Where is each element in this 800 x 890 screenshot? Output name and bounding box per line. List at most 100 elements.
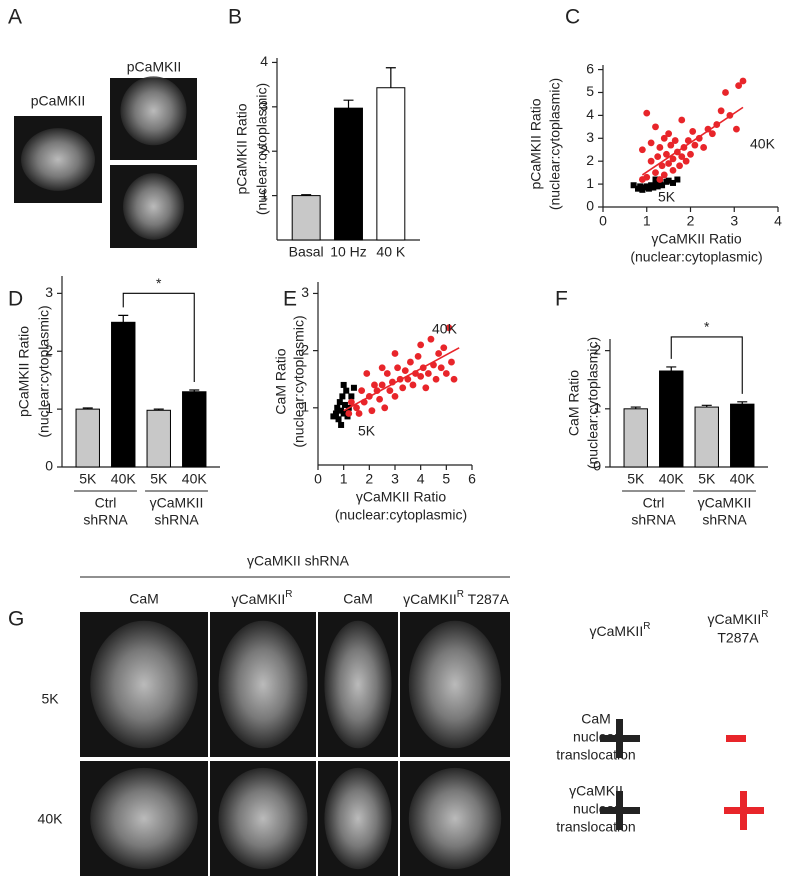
point bbox=[722, 89, 729, 96]
cell-body bbox=[324, 620, 392, 749]
x-tick-label: 2 bbox=[687, 213, 695, 229]
point bbox=[663, 150, 670, 158]
bar bbox=[659, 370, 684, 468]
summary-row: γCaMKII bbox=[569, 783, 623, 799]
y-axis-title: (nuclear:cytoplasmic) bbox=[254, 83, 270, 215]
point bbox=[637, 183, 644, 190]
point bbox=[350, 384, 357, 391]
point bbox=[417, 341, 425, 349]
bar bbox=[75, 408, 100, 468]
point bbox=[424, 370, 432, 377]
x-tick-label: 5 bbox=[442, 471, 450, 487]
group-label: γCaMKII bbox=[150, 495, 204, 511]
error-bar bbox=[301, 194, 312, 196]
y-axis-title: (nuclear:cytoplasmic) bbox=[547, 78, 563, 210]
header: γCaMKII shRNA bbox=[247, 553, 350, 569]
y-tick-label: 3 bbox=[260, 98, 268, 114]
x-tick-label: 3 bbox=[391, 471, 399, 487]
point bbox=[665, 160, 673, 167]
point bbox=[414, 352, 422, 360]
point bbox=[660, 171, 668, 179]
error-bar bbox=[385, 67, 396, 88]
point bbox=[665, 177, 672, 184]
point bbox=[334, 404, 341, 411]
bar bbox=[730, 403, 755, 468]
y-tick-label: 3 bbox=[45, 284, 53, 300]
significance-bracket bbox=[122, 292, 195, 383]
x-tick-label: 1 bbox=[340, 471, 348, 487]
group-label: Ctrl bbox=[643, 495, 665, 511]
point bbox=[638, 146, 646, 154]
point bbox=[674, 176, 681, 183]
point bbox=[733, 125, 740, 133]
point bbox=[676, 162, 683, 170]
error-bar bbox=[189, 389, 200, 392]
point bbox=[650, 184, 657, 191]
image-label: pCaMKII bbox=[127, 59, 181, 75]
y-tick-label: 1 bbox=[586, 175, 594, 191]
y-tick-label: 4 bbox=[586, 106, 594, 122]
y-tick-label: 4 bbox=[260, 53, 268, 69]
panel-label: C bbox=[565, 6, 580, 29]
point bbox=[450, 375, 458, 383]
x-tick-label: 5K bbox=[150, 471, 168, 487]
group-label: Ctrl bbox=[95, 495, 117, 511]
error-bar bbox=[343, 99, 354, 109]
point bbox=[338, 421, 345, 428]
error-bar bbox=[118, 314, 129, 323]
fit-line bbox=[343, 347, 460, 412]
plus-sign bbox=[724, 791, 764, 830]
bar bbox=[111, 321, 136, 468]
y-axis-title: pCaMKII Ratio bbox=[234, 103, 250, 194]
point bbox=[682, 157, 690, 165]
summary-row: CaM bbox=[581, 711, 611, 727]
x-tick-label: 4 bbox=[774, 213, 782, 229]
column-label: CaM bbox=[343, 591, 373, 607]
group-label: γCaMKII bbox=[698, 495, 752, 511]
point bbox=[669, 166, 677, 174]
significance-label: * bbox=[156, 275, 162, 291]
column-label: γCaMKIIR bbox=[232, 589, 293, 607]
x-axis-title: (nuclear:cytoplasmic) bbox=[335, 507, 467, 523]
row-label: 5K bbox=[41, 691, 59, 707]
point bbox=[440, 344, 448, 352]
point bbox=[427, 335, 435, 343]
point bbox=[399, 384, 407, 392]
cell-body bbox=[408, 620, 502, 749]
bar bbox=[334, 107, 363, 241]
point bbox=[363, 370, 371, 377]
column-label: γCaMKIIR T287A bbox=[403, 589, 509, 607]
cell-body bbox=[90, 620, 198, 749]
point bbox=[353, 404, 360, 412]
bar bbox=[182, 391, 207, 468]
error-bar bbox=[153, 408, 164, 411]
significance-label: * bbox=[704, 319, 710, 335]
point bbox=[341, 401, 348, 408]
point bbox=[678, 153, 686, 161]
point bbox=[345, 410, 353, 417]
x-tick-label: 5K bbox=[627, 471, 645, 487]
error-bar bbox=[666, 366, 677, 371]
point bbox=[630, 182, 637, 189]
fit-line bbox=[641, 106, 744, 176]
y-tick-label: 1 bbox=[45, 400, 53, 416]
point bbox=[687, 150, 694, 158]
point bbox=[652, 176, 659, 183]
summary-row: translocation bbox=[556, 747, 635, 763]
cell-body bbox=[120, 76, 187, 146]
point bbox=[717, 107, 725, 115]
y-tick-label: 1 bbox=[301, 399, 309, 415]
point bbox=[381, 404, 389, 412]
y-axis-title: (nuclear:cytoplasmic) bbox=[585, 337, 601, 469]
minus-sign bbox=[726, 735, 746, 742]
point bbox=[671, 137, 679, 144]
point bbox=[667, 141, 675, 149]
point bbox=[409, 381, 417, 389]
y-tick-label: 2 bbox=[260, 142, 268, 158]
image-label: pCaMKII bbox=[31, 93, 85, 109]
point bbox=[643, 109, 651, 117]
error-bar bbox=[737, 401, 748, 405]
y-tick-label: 0 bbox=[593, 458, 601, 474]
point bbox=[689, 128, 697, 135]
